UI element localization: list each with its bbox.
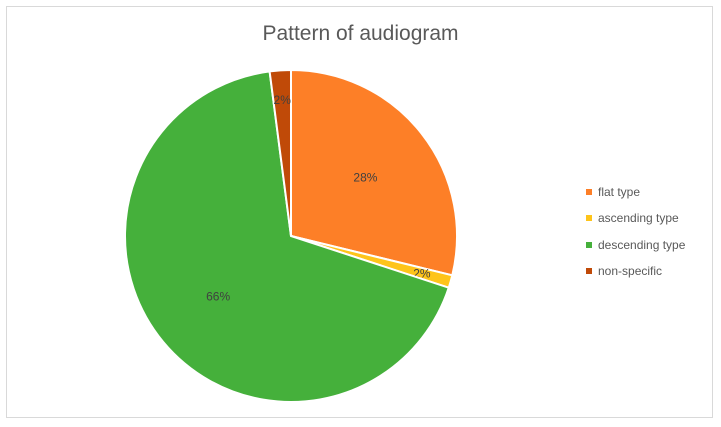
legend-label: descending type	[598, 237, 686, 252]
chart-title: Pattern of audiogram	[262, 22, 459, 45]
legend-swatch	[586, 215, 592, 221]
legend-label: ascending type	[598, 211, 679, 225]
legend-swatch	[586, 241, 592, 248]
legend-label: flat type	[598, 184, 641, 199]
pie-slice-flat-type	[290, 68, 458, 277]
data-label-non-specific: 2%	[274, 93, 292, 107]
pie-slice-non-specific	[268, 68, 292, 237]
legend-swatch	[586, 268, 592, 274]
data-label-descending-type: 66%	[206, 289, 230, 303]
chart-legend: flat type ascending type descending type no…	[586, 183, 685, 289]
legend-item-non-specific: non-specific	[586, 263, 685, 280]
data-label-flat-type: 28%	[353, 171, 377, 185]
pie-slice-descending-type	[124, 70, 451, 403]
legend-item-descending-type: descending type	[586, 236, 685, 253]
legend-item-ascending-type: ascending type	[586, 210, 685, 227]
legend-item-flat-type: flat type	[586, 183, 685, 200]
legend-swatch	[586, 188, 592, 195]
legend-label: non-specific	[598, 264, 663, 278]
